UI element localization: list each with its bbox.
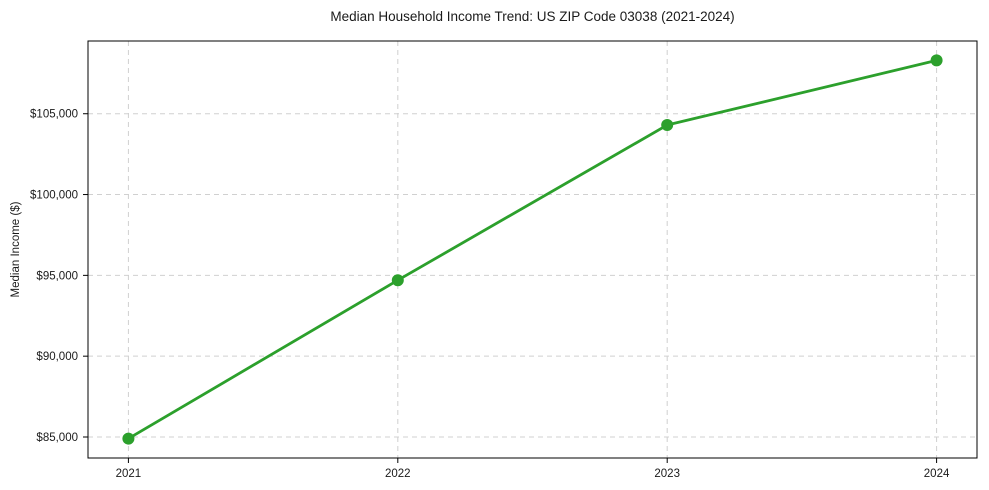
y-tick-label: $105,000: [30, 109, 78, 121]
y-axis-label: Median Income ($): [10, 201, 22, 297]
axis-ticks: [83, 113, 938, 463]
x-tick-label: 2021: [116, 468, 142, 480]
trend-line: [127, 58, 938, 441]
data-point-2022: [391, 274, 404, 287]
gridlines: [88, 41, 977, 458]
x-tick-label: 2023: [654, 468, 680, 480]
y-tick-label: $100,000: [30, 190, 78, 202]
data-point-2021: [122, 432, 135, 445]
x-tick-label: 2022: [385, 468, 411, 480]
data-series: [122, 54, 943, 445]
x-tick-label: 2024: [924, 468, 950, 480]
chart-title: Median Household Income Trend: US ZIP Co…: [330, 9, 734, 24]
data-point-2023: [661, 119, 674, 132]
plot-border: [87, 40, 978, 459]
data-point-2024: [930, 54, 943, 67]
y-tick-label: $90,000: [36, 351, 78, 363]
y-tick-label: $95,000: [36, 270, 78, 282]
axis-tick-labels: $85,000 $90,000 $95,000 $100,000 $105,000 202…: [30, 109, 950, 480]
y-tick-label: $85,000: [36, 432, 78, 444]
